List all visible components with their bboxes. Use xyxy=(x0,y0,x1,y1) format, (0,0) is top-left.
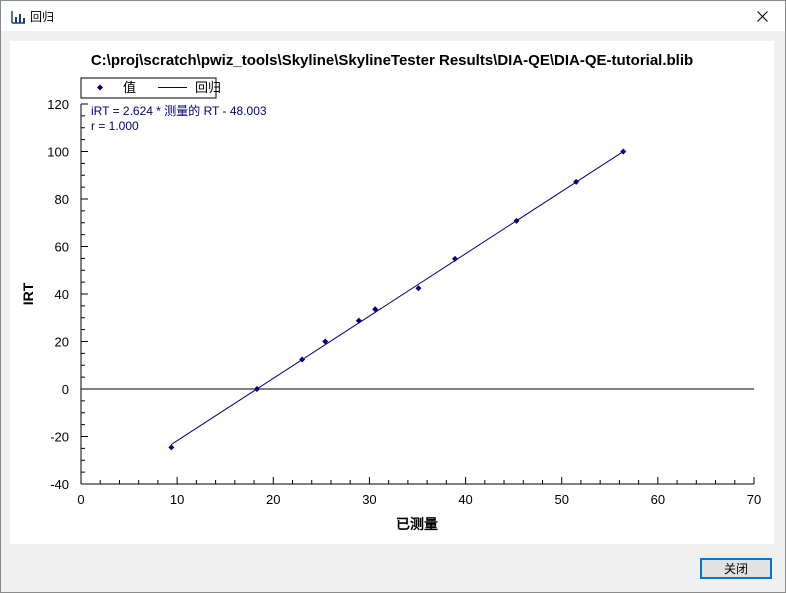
data-point xyxy=(168,444,175,451)
x-tick-label: 30 xyxy=(362,492,376,507)
window-close-button[interactable] xyxy=(739,1,785,31)
regression-equation: iRT = 2.624 * 测量的 RT - 48.003 xyxy=(91,103,267,118)
data-point xyxy=(372,306,379,313)
x-tick-label: 20 xyxy=(266,492,280,507)
x-tick-label: 60 xyxy=(651,492,665,507)
regression-chart-icon xyxy=(10,9,26,25)
y-axis-label: IRT xyxy=(20,282,36,305)
legend-box xyxy=(80,77,217,99)
data-point xyxy=(322,338,329,345)
y-tick-label: 40 xyxy=(55,287,69,302)
close-button[interactable]: 关闭 xyxy=(700,558,772,579)
x-tick-label: 40 xyxy=(458,492,472,507)
x-tick-label: 50 xyxy=(554,492,568,507)
data-point xyxy=(355,317,362,324)
regression-chart: C:\proj\scratch\pwiz_tools\Skyline\Skyli… xyxy=(20,52,761,532)
data-point xyxy=(451,255,458,262)
plot-panel: C:\proj\scratch\pwiz_tools\Skyline\Skyli… xyxy=(10,41,774,544)
data-point xyxy=(513,217,520,224)
y-tick-label: -40 xyxy=(50,477,69,492)
y-tick-label: 60 xyxy=(55,240,69,255)
y-tick-label: 20 xyxy=(55,335,69,350)
y-tick-label: 0 xyxy=(62,382,69,397)
y-tick-label: 120 xyxy=(47,97,69,112)
data-point xyxy=(573,178,580,185)
x-tick-label: 0 xyxy=(77,492,84,507)
x-tick-label: 10 xyxy=(170,492,184,507)
chart-title: C:\proj\scratch\pwiz_tools\Skyline\Skyli… xyxy=(91,52,693,69)
window-title: 回归 xyxy=(30,10,55,24)
chart-axes: 0 10 20 30 40 50 60 70 -40 -20 0 20 40 60 80 100 120 xyxy=(47,97,761,507)
regression-line xyxy=(171,151,624,445)
plot-area xyxy=(168,148,627,451)
title-bar: 回归 xyxy=(1,1,785,31)
data-point xyxy=(299,356,306,363)
data-point xyxy=(253,386,260,392)
chart-legend: 值 回归 xyxy=(80,77,221,99)
data-point xyxy=(620,148,627,155)
close-icon xyxy=(756,10,768,22)
legend-label-regression: 回归 xyxy=(195,80,221,95)
y-tick-label: 100 xyxy=(47,145,69,160)
y-tick-label: -20 xyxy=(50,430,69,445)
x-axis-label: 已测量 xyxy=(396,516,438,532)
legend-marker-icon xyxy=(97,84,103,91)
y-tick-label: 80 xyxy=(55,192,69,207)
x-tick-label: 70 xyxy=(747,492,761,507)
legend-label-values: 值 xyxy=(123,80,136,95)
correlation-value: r = 1.000 xyxy=(91,119,139,133)
data-point xyxy=(415,285,422,292)
